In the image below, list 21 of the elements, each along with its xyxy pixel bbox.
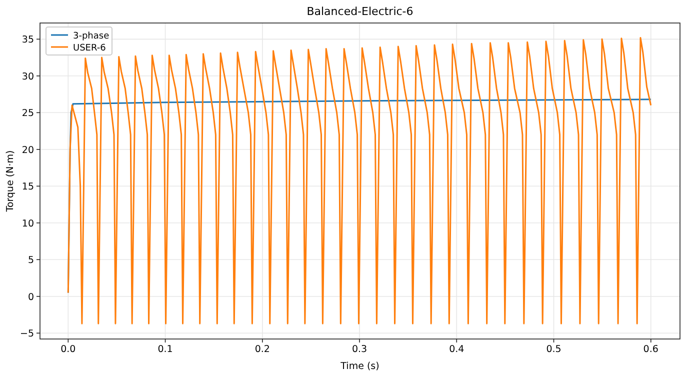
x-tick-label: 0.4	[449, 344, 464, 355]
x-tick-label: 0.0	[60, 344, 76, 355]
x-axis-title: Time (s)	[340, 361, 380, 372]
y-tick-label: 35	[22, 34, 34, 46]
y-tick-label: 20	[22, 144, 34, 156]
x-tick-label: 0.6	[643, 344, 658, 355]
y-tick-label: 30	[22, 71, 34, 82]
y-tick-label: 0	[28, 292, 34, 303]
x-tick-label: 0.5	[546, 344, 562, 355]
legend-label: USER-6	[73, 44, 106, 54]
y-tick-label: 5	[28, 255, 34, 266]
x-tick-label: 0.1	[158, 344, 173, 355]
y-tick-label: 15	[22, 182, 34, 193]
y-tick-label: 10	[22, 218, 34, 230]
y-tick-label: 25	[22, 108, 34, 120]
chart-title: Balanced-Electric-6	[306, 5, 414, 18]
x-tick-label: 0.2	[254, 344, 270, 355]
y-tick-label: −5	[20, 328, 34, 340]
y-axis-title: Torque (N·m)	[5, 150, 16, 213]
legend-label: 3-phase	[73, 32, 110, 42]
x-tick-label: 0.3	[352, 344, 368, 355]
